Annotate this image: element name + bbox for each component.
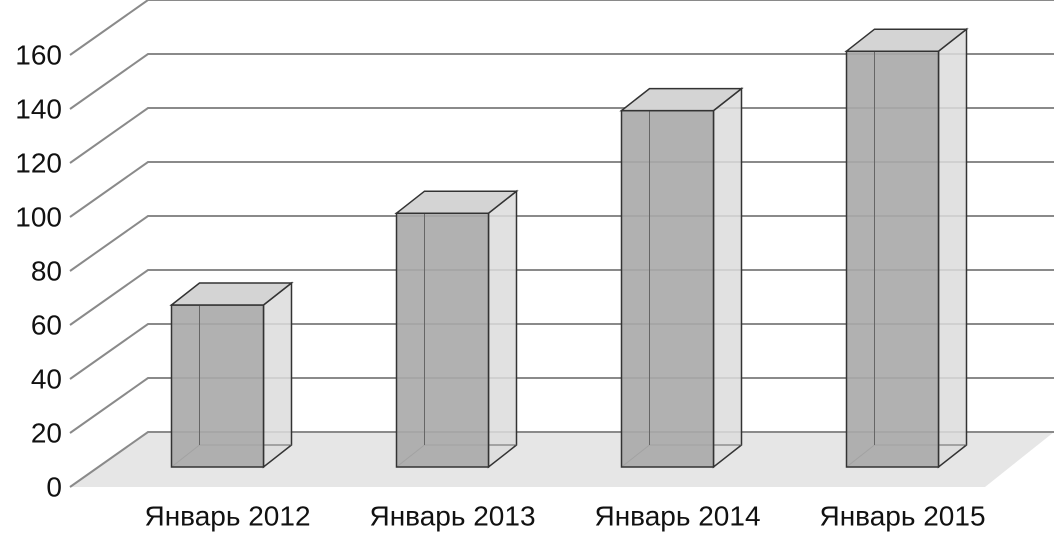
bar [170,304,265,468]
bar-side [712,87,743,469]
y-tick-label: 100 [15,201,62,232]
bar-top [169,282,294,306]
grid-line [69,377,1054,434]
bar [845,50,940,468]
x-tick-label: Январь 2013 [369,500,535,531]
y-tick-label: 80 [31,255,62,286]
grid-line [69,323,1054,380]
grid-line [69,215,1054,272]
x-tick-label: Январь 2014 [594,500,760,531]
y-tick-label: 160 [15,39,62,70]
bar-side [937,27,968,469]
grid-line [69,0,1054,56]
bar-side [262,281,293,469]
y-tick-label: 0 [46,471,62,502]
floor [70,432,1054,487]
grid-line [69,53,1054,110]
y-tick-label: 120 [15,147,62,178]
bar-top [844,28,969,52]
y-tick-label: 40 [31,363,62,394]
bar-top [619,87,744,112]
bar-top [394,190,519,214]
x-tick-label: Январь 2012 [144,500,310,531]
grid-line [69,431,1054,488]
y-tick-label: 20 [31,417,62,448]
grid-line [69,161,1054,218]
y-tick-label: 140 [15,93,62,124]
y-tick-label: 60 [31,309,62,340]
x-tick-label: Январь 2015 [819,500,985,531]
bar-side [487,189,518,469]
grid-line [69,269,1054,326]
bar [620,109,715,468]
bar [395,212,490,468]
grid-line [69,107,1054,164]
